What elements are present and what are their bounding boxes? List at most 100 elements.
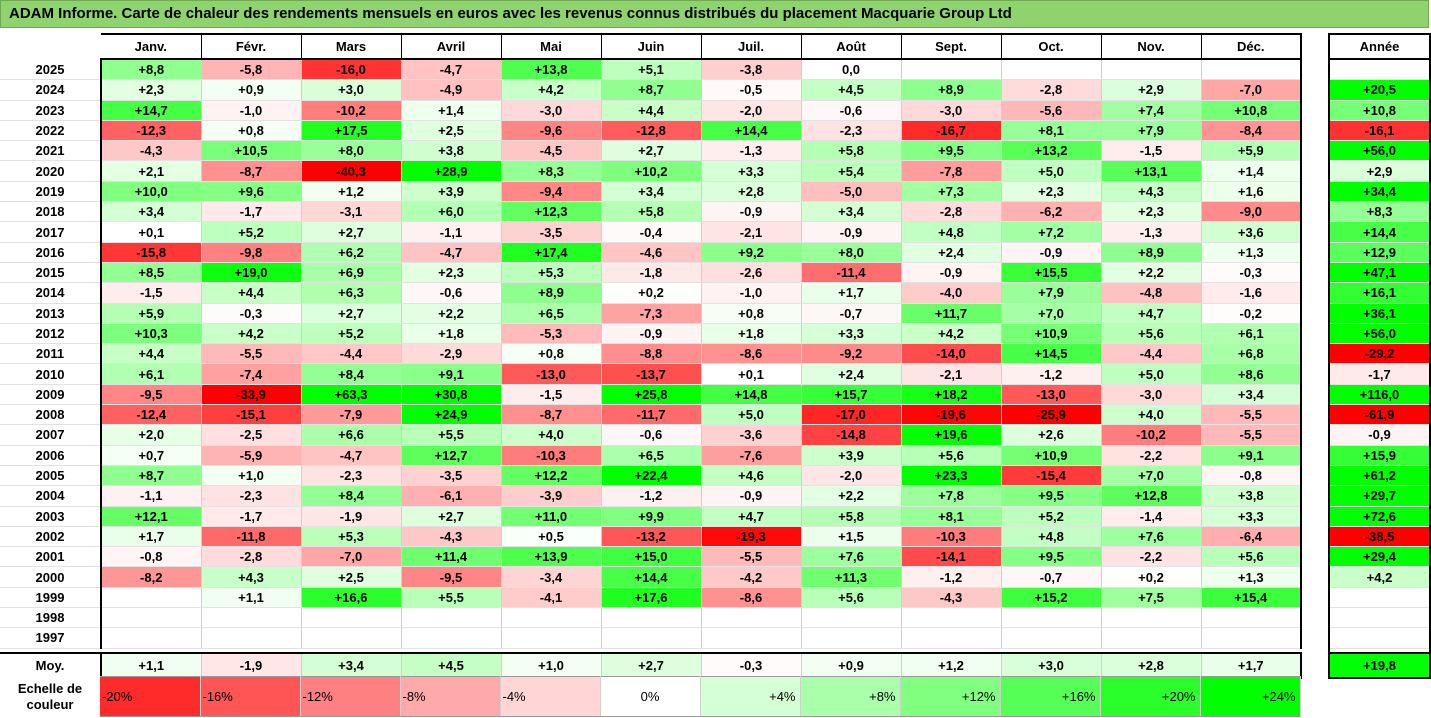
heat-cell: +17,6	[601, 587, 702, 609]
heat-cell: +5,4	[801, 160, 902, 182]
average-label: Moy.	[0, 651, 102, 678]
heat-cell: -2,8	[1001, 79, 1102, 101]
heat-cell: -10,3	[501, 445, 602, 466]
heat-cell	[101, 607, 202, 629]
month-header: Juin	[601, 33, 702, 60]
year-label: 2023	[0, 100, 102, 121]
heat-cell: +12,1	[101, 506, 202, 527]
month-header: Oct.	[1001, 33, 1102, 60]
year-label: 2025	[0, 59, 102, 81]
heat-cell: -33,9	[201, 384, 302, 406]
heat-cell: +6,0	[401, 201, 502, 223]
heat-cell: +3,8	[401, 140, 502, 162]
heat-cell: -8,7	[201, 160, 302, 182]
heat-cell	[1001, 627, 1102, 649]
heat-cell: +5,3	[301, 526, 402, 548]
heat-cell: -2,1	[901, 363, 1002, 385]
table-row: 2024 +2,3 +0,9 +3,0 -4,9 +4,2 +8,7 -0,5 +4,5 +8,9…	[0, 79, 1302, 101]
scale-swatch: -8%	[400, 676, 501, 717]
heat-cell: +11,3	[801, 566, 902, 588]
heat-cell: +3,3	[701, 160, 802, 182]
heat-cell: +2,3	[101, 79, 202, 101]
heat-cell: +19,0	[201, 262, 302, 284]
scale-swatch: -20%	[100, 676, 201, 717]
heat-cell	[701, 627, 802, 649]
heat-cell: -11,8	[201, 526, 302, 548]
heat-cell: -11,4	[801, 262, 902, 284]
heat-cell: -2,3	[301, 465, 402, 487]
table-row: 2001 -0,8 -2,8 -7,0 +11,4 +13,9 +15,0 -5,5 +7,6-…	[0, 546, 1302, 568]
heat-cell	[101, 587, 202, 609]
heat-cell: +2,2	[801, 485, 902, 507]
heat-cell: -1,5	[101, 282, 202, 304]
heat-cell: +0,5	[501, 526, 602, 548]
heat-cell: -2,3	[801, 120, 902, 142]
heat-cell: -5,5	[1201, 404, 1302, 426]
annual-cell: +12,9	[1328, 242, 1431, 263]
heat-cell: +15,4	[1201, 587, 1302, 609]
heat-cell	[1101, 59, 1202, 81]
heat-cell: +8,4	[301, 485, 402, 507]
heat-cell: -19,3	[701, 526, 802, 548]
heatmap-table: Janv. Févr. Mars Avril Mai Juin Juil. Août Sept.…	[0, 33, 1302, 679]
heat-cell: +8,9	[901, 79, 1002, 101]
heat-cell: -0,3	[1201, 262, 1302, 284]
heat-cell: -0,2	[1201, 303, 1302, 324]
heat-cell: -3,6	[701, 424, 802, 446]
heat-cell: -1,2	[901, 566, 1002, 588]
heat-cell: +25,8	[601, 384, 702, 406]
heat-cell: +7,4	[1101, 100, 1202, 121]
heat-cell: -4,3	[101, 140, 202, 162]
heat-cell: +3,4	[1201, 384, 1302, 406]
heat-cell: -0,3	[201, 303, 302, 324]
heat-cell: +11,7	[901, 303, 1002, 324]
annual-cell: -38,5	[1328, 526, 1431, 548]
heat-cell: +2,7	[301, 303, 402, 324]
heat-cell: -7,0	[1201, 79, 1302, 101]
heat-cell: +0,8	[701, 303, 802, 324]
heat-cell: +7,0	[1101, 465, 1202, 487]
heat-cell: -4,9	[401, 79, 502, 101]
heat-cell: -15,8	[101, 242, 202, 263]
annual-cell	[1328, 59, 1431, 81]
annual-cell: -16,1	[1328, 120, 1431, 142]
heat-cell: -13,0	[501, 363, 602, 385]
heat-cell: +2,8	[701, 181, 802, 203]
heat-cell: -1,7	[201, 201, 302, 223]
heat-cell: +4,5	[801, 79, 902, 101]
heat-cell: -6,2	[1001, 201, 1102, 223]
heat-cell: +5,2	[201, 221, 302, 243]
scale-swatch: +8%	[800, 676, 901, 717]
annual-cell: -1,7	[1328, 363, 1431, 385]
heat-cell: -9,2	[801, 343, 902, 365]
heat-cell: -8,4	[1201, 120, 1302, 142]
heat-cell: +5,8	[601, 201, 702, 223]
heat-cell: -5,0	[801, 181, 902, 203]
heat-cell: -3,9	[501, 485, 602, 507]
year-label: 2001	[0, 546, 102, 568]
heat-cell: +9,5	[901, 140, 1002, 162]
month-header: Mars	[301, 33, 402, 60]
heat-cell: -3,4	[501, 566, 602, 588]
heat-cell: +2,5	[301, 566, 402, 588]
heat-cell: +4,7	[1101, 303, 1202, 324]
table-row: 2021 -4,3 +10,5 +8,0 +3,8 -4,5 +2,7 -1,3 +5,8 +9,…	[0, 140, 1302, 162]
heat-cell: +2,9	[1101, 79, 1202, 101]
heat-cell	[201, 627, 302, 649]
heat-cell: -15,4	[1001, 465, 1102, 487]
table-row: 2017 +0,1 +5,2 +2,7 -1,1 -3,5 -0,4 -2,1 -0,9 +4,8…	[0, 221, 1302, 243]
heat-cell: -4,5	[501, 140, 602, 162]
year-label: 2011	[0, 343, 102, 365]
heat-cell: +3,4	[801, 201, 902, 223]
table-row: 2016 -15,8 -9,8 +6,2 -4,7 +17,4 -4,6 +9,2 +8,0 +2…	[0, 242, 1302, 263]
heat-cell: +11,0	[501, 506, 602, 527]
heat-cell	[1101, 627, 1202, 649]
heat-cell	[901, 59, 1002, 81]
heat-cell: +1,7	[801, 282, 902, 304]
month-header: Sept.	[901, 33, 1002, 60]
heat-cell	[401, 627, 502, 649]
heat-cell	[801, 607, 902, 629]
heat-cell: +8,9	[501, 282, 602, 304]
heat-cell: -5,5	[201, 343, 302, 365]
heat-cell: +4,6	[701, 465, 802, 487]
